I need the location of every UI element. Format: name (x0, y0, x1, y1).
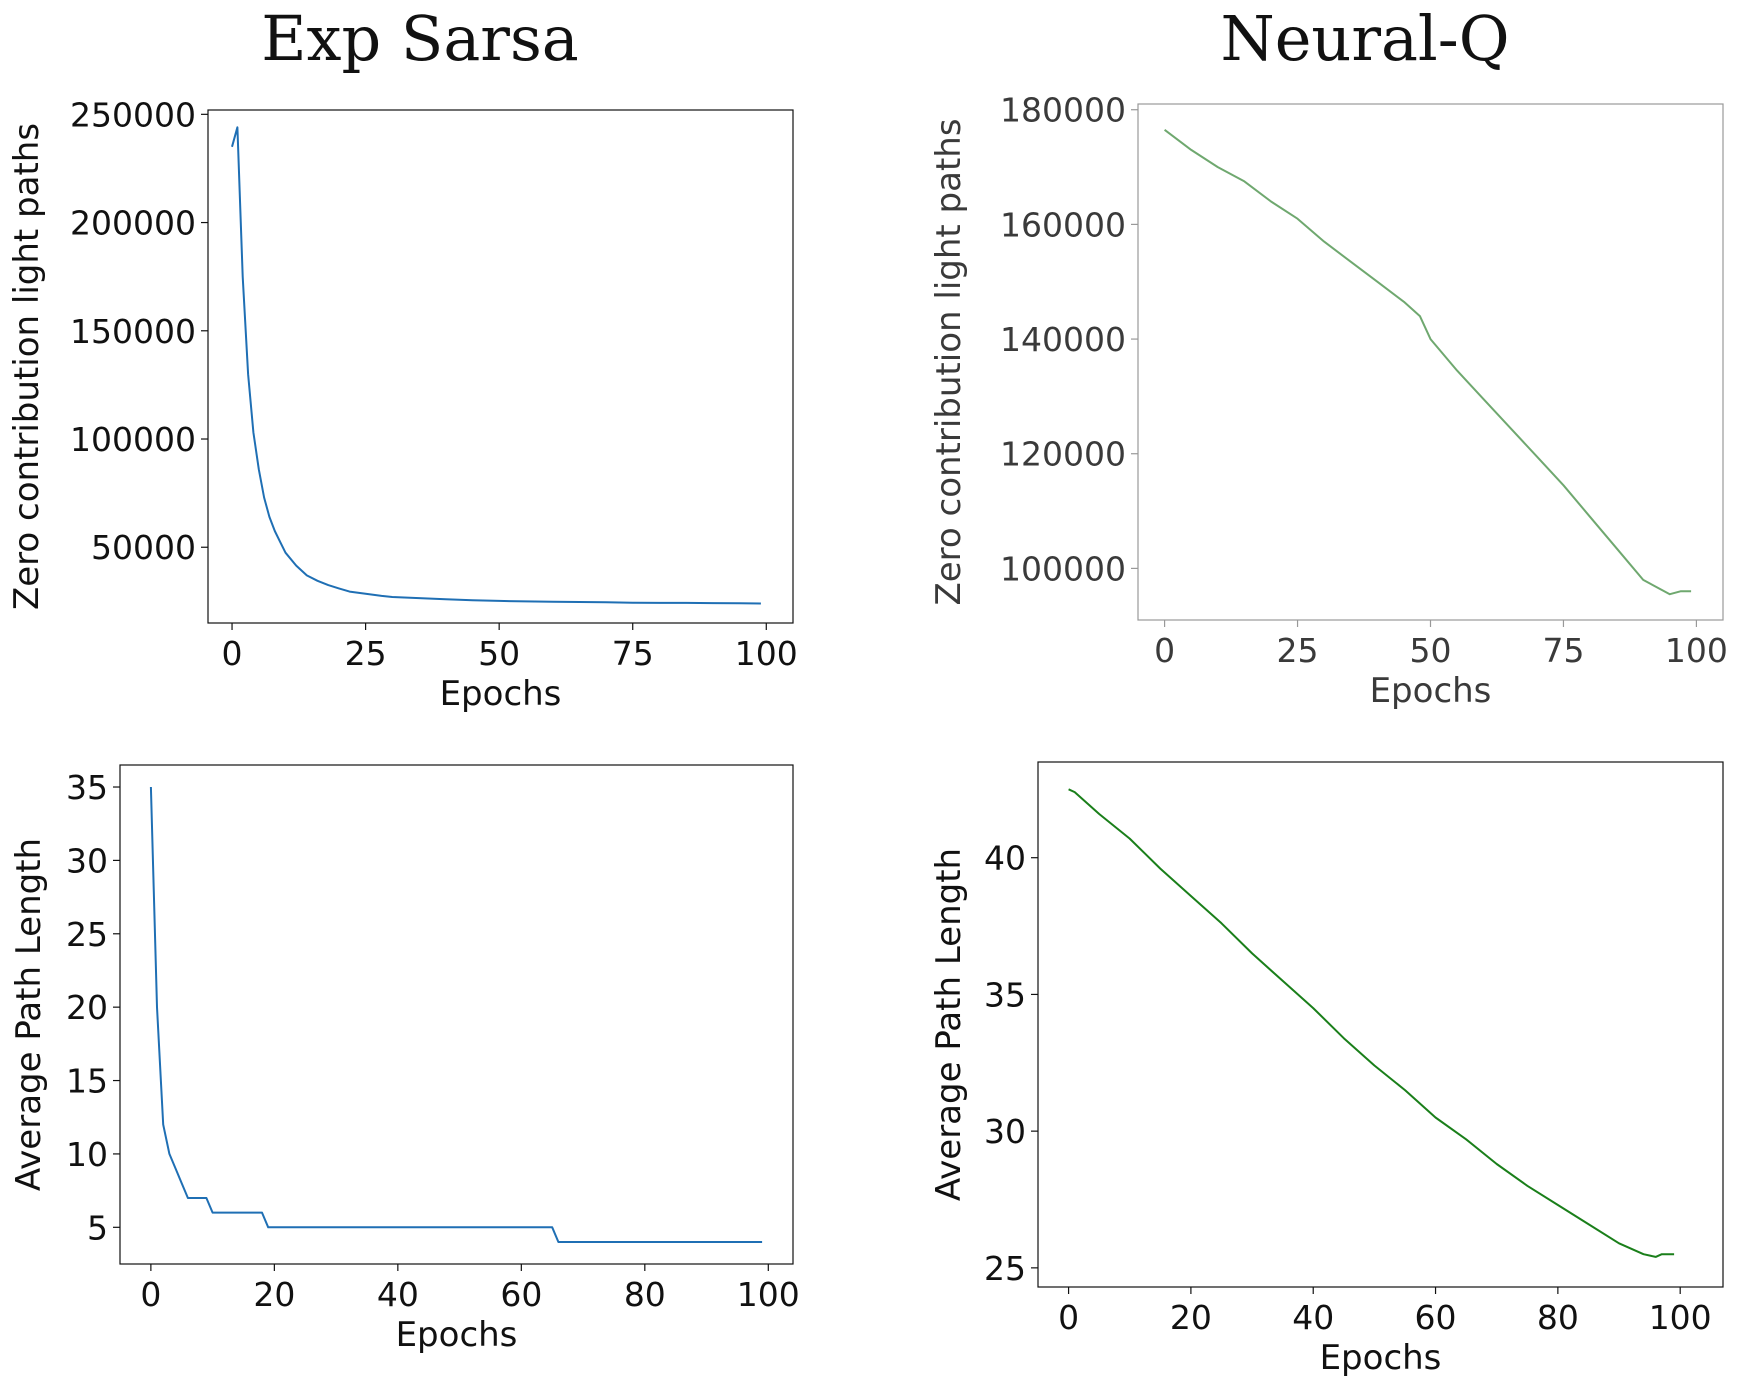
y-tick-label: 10 (66, 1135, 108, 1174)
x-tick-label: 50 (1410, 631, 1452, 670)
x-tick-label: 25 (345, 634, 387, 673)
x-tick-label: 0 (140, 1275, 161, 1314)
series-line-exp-sarsa-zero (231, 126, 761, 605)
x-axis-label: Epochs (396, 1315, 518, 1355)
y-tick-label: 150000 (70, 312, 196, 351)
x-tick-label: 40 (377, 1275, 419, 1314)
y-tick-label: 25 (984, 1249, 1026, 1288)
y-tick-label: 15 (66, 1062, 108, 1101)
y-tick-label: 140000 (1000, 320, 1126, 359)
y-axis-label: Average Path Length (929, 848, 969, 1201)
x-tick-label: 80 (624, 1275, 666, 1314)
x-tick-label: 75 (1542, 631, 1584, 670)
series-line-neural-q-zero (1163, 129, 1692, 596)
y-tick-label: 100000 (1000, 549, 1126, 588)
y-tick-label: 50000 (91, 528, 196, 567)
y-tick-label: 20 (66, 988, 108, 1027)
chart-neural-q-zero-contribution: 0 25 50 75 100 100000 120000 140000 160000 180000… (929, 91, 1728, 711)
x-tick-label: 0 (222, 634, 243, 673)
x-tick-label: 50 (478, 634, 520, 673)
x-tick-label: 80 (1537, 1298, 1579, 1337)
y-tick-label: 250000 (70, 95, 196, 134)
y-tick-label: 5 (87, 1208, 108, 1247)
x-tick-label: 40 (1292, 1298, 1334, 1337)
y-tick-label: 180000 (1000, 91, 1126, 130)
y-tick-label: 30 (66, 841, 108, 880)
plot-frame (119, 764, 794, 1265)
y-tick-label: 160000 (1000, 205, 1126, 244)
x-tick-label: 20 (253, 1275, 295, 1314)
x-tick-label: 100 (735, 634, 798, 673)
y-tick-label: 30 (984, 1112, 1026, 1151)
x-tick-label: 60 (500, 1275, 542, 1314)
x-tick-label: 0 (1154, 631, 1175, 670)
y-axis-label: Zero contribution light paths (929, 118, 969, 605)
x-tick-label: 75 (612, 634, 654, 673)
chart-exp-sarsa-average-path-length: 0 20 40 60 80 100 5 10 15 20 25 30 35 Epochs Average P… (9, 764, 800, 1355)
y-tick-label: 100000 (70, 420, 196, 459)
plot-frame (1037, 761, 1724, 1288)
x-tick-label: 60 (1415, 1298, 1457, 1337)
x-tick-label: 25 (1277, 631, 1319, 670)
x-tick-label: 100 (737, 1275, 800, 1314)
x-tick-label: 0 (1058, 1298, 1079, 1337)
x-tick-label: 100 (1649, 1298, 1712, 1337)
y-tick-label: 120000 (1000, 435, 1126, 474)
chart-exp-sarsa-zero-contribution: 0 25 50 75 100 50000 100000 150000 200000 250000 E… (7, 95, 798, 714)
x-axis-label: Epochs (1370, 671, 1492, 711)
y-tick-label: 35 (66, 768, 108, 807)
x-tick-label: 100 (1665, 631, 1728, 670)
x-tick-label: 20 (1170, 1298, 1212, 1337)
series-line-exp-sarsa-apl (149, 786, 763, 1243)
plot-frame (1137, 103, 1724, 621)
y-axis-label: Zero contribution light paths (7, 123, 47, 610)
column-title-neural-q: Neural-Q (1220, 2, 1509, 75)
y-tick-label: 35 (984, 975, 1026, 1014)
x-axis-label: Epochs (440, 674, 562, 714)
y-tick-label: 40 (984, 839, 1026, 878)
x-axis-label: Epochs (1320, 1338, 1442, 1376)
column-title-exp-sarsa: Exp Sarsa (261, 2, 578, 75)
y-tick-label: 200000 (70, 204, 196, 243)
y-tick-label: 25 (66, 915, 108, 954)
series-line-neural-q-apl (1068, 788, 1675, 1258)
y-axis-label: Average Path Length (9, 838, 49, 1191)
plot-frame (207, 109, 794, 624)
